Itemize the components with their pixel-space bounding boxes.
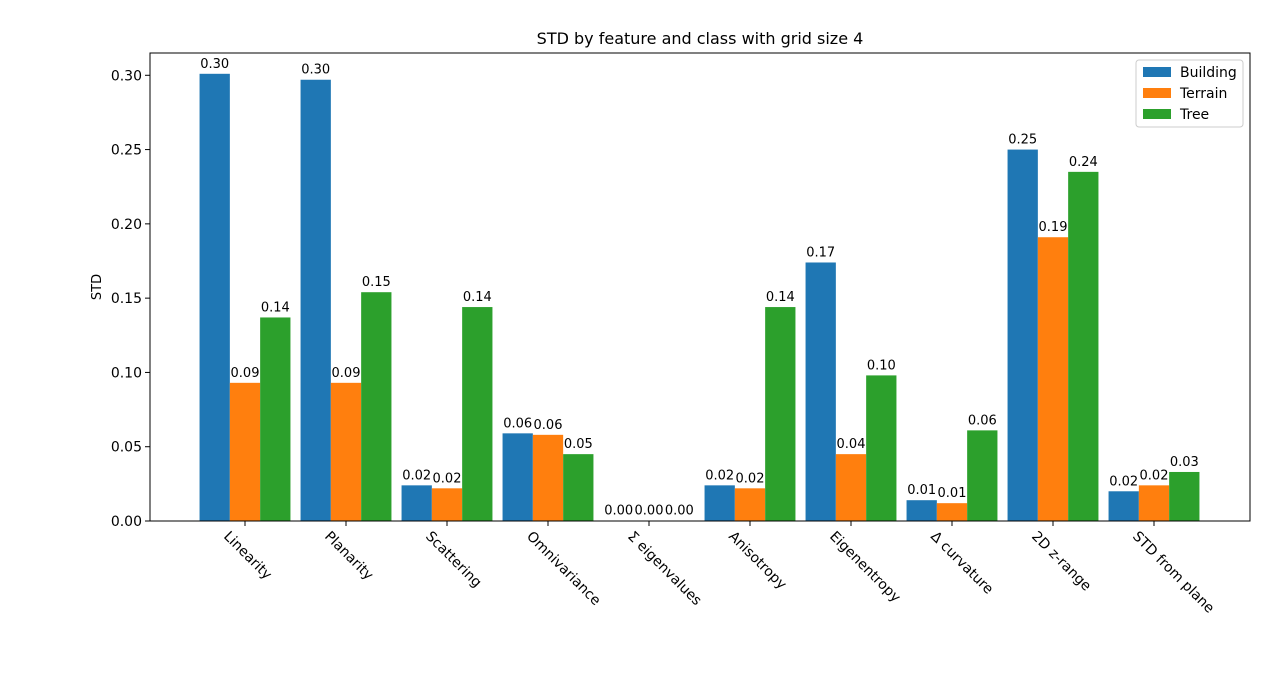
y-tick-label: 0.20	[111, 217, 142, 233]
bar-building	[401, 485, 432, 521]
data-label: 0.25	[1008, 133, 1037, 148]
data-label: 0.30	[200, 57, 229, 72]
legend-swatch-building	[1143, 67, 1171, 77]
bar-terrain	[1138, 485, 1170, 521]
data-label: 0.02	[402, 468, 431, 483]
bar-tree	[361, 292, 392, 521]
y-tick-label: 0.05	[111, 440, 142, 456]
data-label: 0.00	[635, 504, 664, 519]
bar-tree	[260, 317, 291, 521]
data-label: 0.02	[433, 471, 462, 486]
data-label: 0.17	[806, 245, 835, 260]
x-tick-label: Anisotropy	[725, 529, 789, 593]
data-label: 0.15	[362, 275, 391, 290]
legend-entry-tree: Tree	[1179, 107, 1209, 123]
bar-terrain	[330, 382, 362, 521]
legend-entry-building: Building	[1180, 65, 1237, 81]
legend-entry-terrain: Terrain	[1179, 86, 1227, 102]
data-label: 0.19	[1039, 220, 1068, 235]
bar-tree	[866, 375, 897, 521]
x-tick-label: Scattering	[422, 529, 484, 591]
bar-building	[1108, 491, 1139, 521]
chart-title: STD by feature and class with grid size …	[537, 29, 864, 48]
legend-swatch-tree	[1143, 109, 1171, 119]
bar-building	[1007, 149, 1038, 522]
y-axis-label: STD	[90, 274, 105, 300]
bar-tree	[765, 307, 796, 521]
data-label: 0.00	[604, 504, 633, 519]
data-label: 0.02	[1140, 468, 1169, 483]
bar-building	[704, 485, 735, 521]
data-label: 0.14	[766, 290, 795, 305]
bar-tree	[1169, 471, 1200, 521]
data-label: 0.02	[736, 471, 765, 486]
bar-terrain	[835, 454, 867, 521]
bar-terrain	[431, 488, 463, 521]
x-tick-label: Eigenentropy	[826, 529, 903, 606]
y-tick-label: 0.15	[111, 291, 142, 307]
x-tick-label: 2D z-range	[1028, 529, 1094, 595]
data-label: 0.03	[1170, 455, 1199, 470]
data-label: 0.00	[665, 504, 694, 519]
data-label: 0.02	[1109, 474, 1138, 489]
data-label: 0.09	[231, 366, 260, 381]
bar-building	[906, 500, 937, 521]
data-label: 0.09	[332, 366, 361, 381]
bar-terrain	[532, 434, 564, 521]
data-label: 0.05	[564, 437, 593, 452]
data-label: 0.06	[534, 418, 563, 433]
y-tick-label: 0.00	[111, 514, 142, 530]
data-label: 0.02	[705, 468, 734, 483]
bar-tree	[462, 307, 493, 521]
bar-tree	[967, 430, 998, 521]
data-label: 0.24	[1069, 155, 1098, 170]
bar-building	[300, 79, 331, 521]
x-tick-label: Δ curvature	[927, 529, 996, 598]
data-label: 0.30	[301, 63, 330, 78]
bar-building	[199, 73, 230, 522]
data-label: 0.06	[503, 416, 532, 431]
legend: Building Terrain Tree	[1135, 59, 1244, 128]
bar-tree	[1068, 171, 1099, 521]
data-label: 0.04	[837, 437, 866, 452]
data-label: 0.06	[968, 413, 997, 428]
x-tick-label: Omnivariance	[523, 529, 603, 609]
x-tick-label: Linearity	[220, 529, 275, 584]
bar-tree	[563, 454, 594, 521]
data-label: 0.14	[463, 290, 492, 305]
data-label: 0.01	[907, 483, 936, 498]
bar-building	[805, 262, 836, 521]
data-label: 0.14	[261, 300, 290, 315]
y-tick-label: 0.30	[111, 68, 142, 84]
bar-building	[502, 433, 533, 521]
bar-terrain	[734, 488, 766, 521]
data-label: 0.10	[867, 358, 896, 373]
bar-terrain	[229, 382, 261, 521]
y-tick-label: 0.10	[111, 365, 142, 381]
x-tick-label: Planarity	[321, 529, 376, 584]
y-tick-label: 0.25	[111, 143, 142, 159]
x-tick-label: Σ eigenvalues	[624, 529, 704, 609]
bar-terrain	[1037, 237, 1069, 521]
legend-swatch-terrain	[1143, 88, 1171, 98]
bar-terrain	[936, 503, 968, 521]
x-tick-label: STD from plane	[1129, 529, 1217, 617]
plot-area: 0.00 0.05 0.10 0.15 0.20 0.25 0.30 0.30 0.09 0.14…	[111, 57, 1217, 617]
axes-frame	[149, 52, 1251, 522]
data-label: 0.01	[938, 486, 967, 501]
